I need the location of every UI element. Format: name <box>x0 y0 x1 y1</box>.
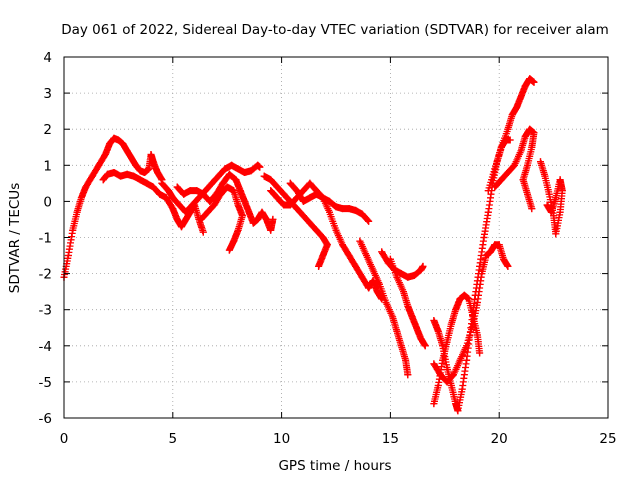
series-track-i <box>356 237 412 379</box>
series-markers <box>386 255 429 350</box>
y-tick-label: 4 <box>43 50 52 66</box>
y-tick-label: -2 <box>39 267 52 283</box>
axis-ticks: 0 5 10 15 20 25 -6 -5 -4 -3 -2 -1 0 1 2 3 4 <box>39 50 617 447</box>
series-markers <box>267 179 373 225</box>
series-track-b <box>99 169 207 236</box>
series-track-c <box>158 161 264 216</box>
series-markers <box>173 170 277 234</box>
y-tick-label: 3 <box>43 86 52 102</box>
y-tick-label: -1 <box>39 231 52 247</box>
x-tick-label: 0 <box>60 431 69 447</box>
y-tick-label: -6 <box>39 411 52 427</box>
series-track-q <box>537 158 566 238</box>
y-tick-label: -5 <box>39 375 52 391</box>
series-markers <box>484 75 538 195</box>
series-track-g <box>267 179 373 225</box>
series-markers <box>378 248 427 281</box>
x-axis-label: GPS time / hours <box>278 458 391 474</box>
series-track-n <box>430 241 512 386</box>
series-track-k <box>386 255 429 350</box>
series-markers <box>356 237 412 379</box>
series-track-j <box>378 248 427 281</box>
x-tick-label: 15 <box>382 431 399 447</box>
x-tick-label: 25 <box>599 431 616 447</box>
series-track-d <box>173 170 277 234</box>
x-tick-label: 5 <box>169 431 178 447</box>
y-tick-label: -4 <box>39 339 52 355</box>
series-markers <box>60 134 166 281</box>
series-markers <box>430 241 512 386</box>
x-tick-label: 10 <box>273 431 290 447</box>
series-markers <box>158 161 264 216</box>
series-track-p <box>491 125 538 213</box>
y-tick-label: 0 <box>43 194 52 210</box>
series-markers <box>491 125 538 213</box>
y-tick-label: 2 <box>43 122 52 138</box>
data-series <box>60 75 566 415</box>
y-axis-label: SDTVAR / TECUs <box>7 183 23 293</box>
series-track-o <box>484 75 538 195</box>
y-tick-label: -3 <box>39 303 52 319</box>
series-markers <box>197 183 246 254</box>
series-markers <box>99 169 207 236</box>
series-markers <box>430 291 484 408</box>
chart-title: Day 061 of 2022, Sidereal Day-to-day VTE… <box>61 22 609 38</box>
series-track-h <box>286 179 386 303</box>
x-tick-label: 20 <box>491 431 508 447</box>
series-track-a <box>60 134 166 281</box>
y-tick-label: 1 <box>43 158 52 174</box>
series-track-e <box>197 183 246 254</box>
series-markers <box>286 179 386 303</box>
series-markers <box>537 158 566 238</box>
